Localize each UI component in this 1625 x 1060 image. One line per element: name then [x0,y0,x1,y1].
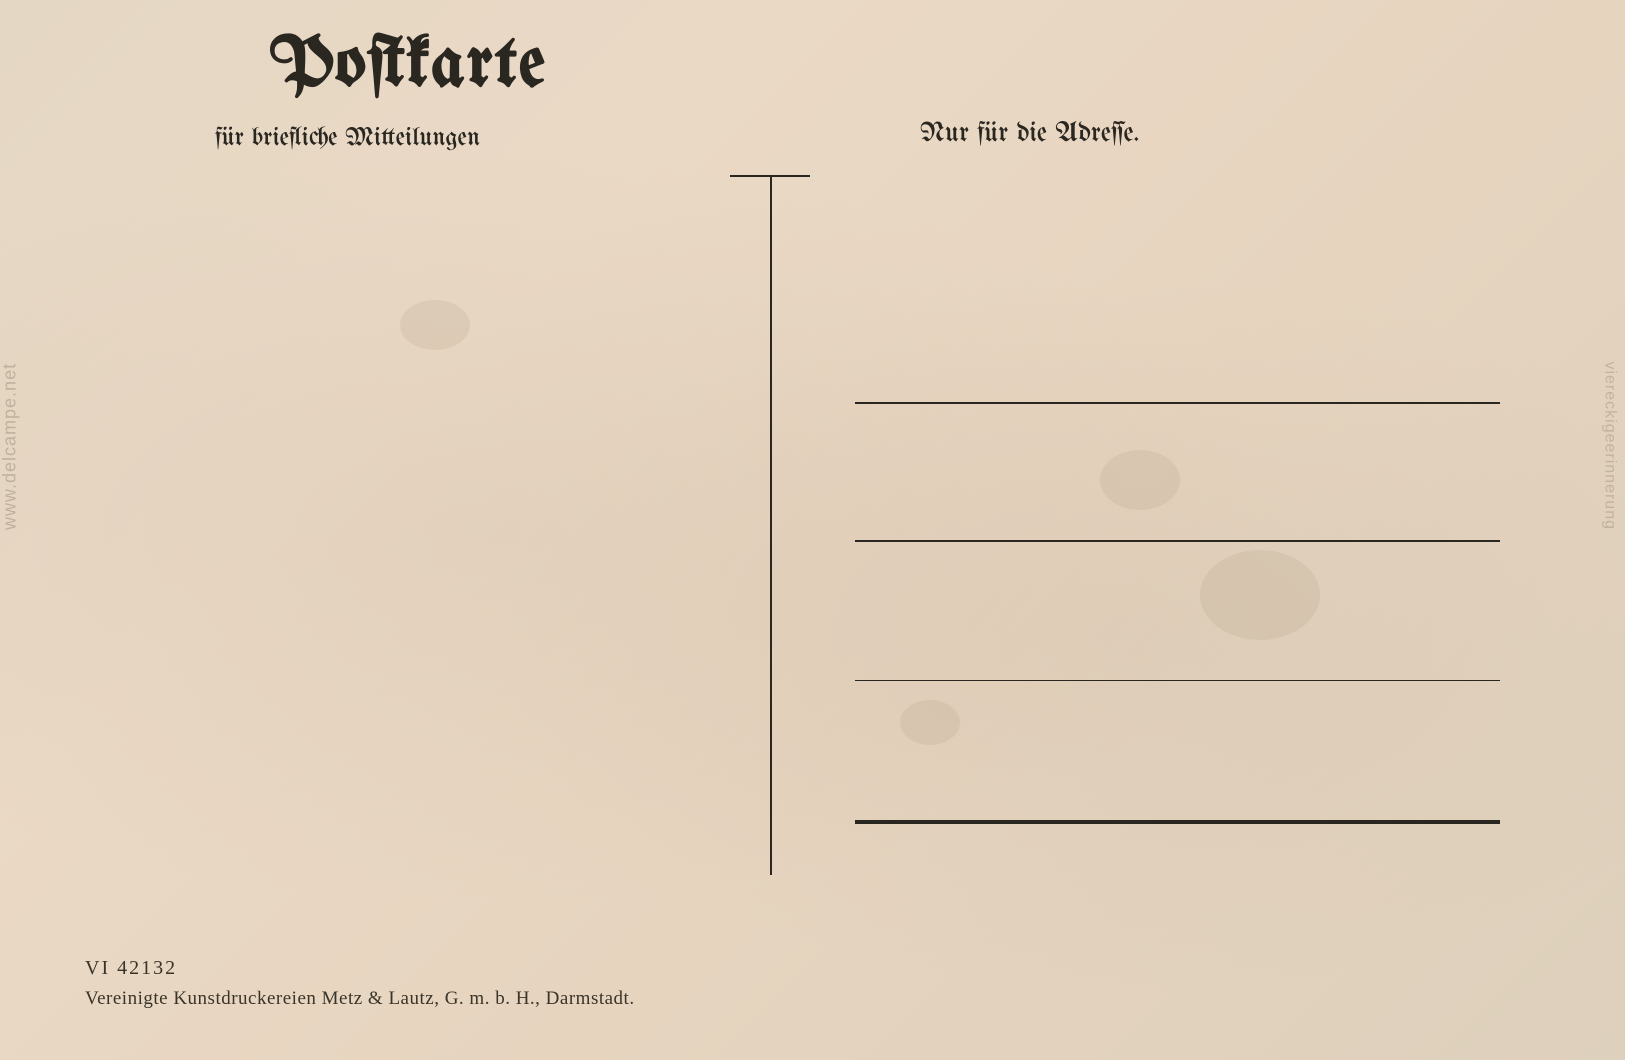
watermark-left: www.delcampe.net [0,363,21,530]
address-line-3 [855,680,1500,681]
message-area-label: für briefliche Mitteilungen [215,125,480,152]
paper-aging-texture [0,0,1625,1060]
center-divider [770,175,772,875]
address-line-2 [855,540,1500,542]
address-line-1 [855,402,1500,404]
address-line-4 [855,820,1500,824]
publisher-credit: Vereinigte Kunstdruckereien Metz & Lautz… [85,988,635,1010]
address-area-label: Nur für die Adreſſe. [920,120,1139,149]
postcard-back: www.delcampe.net viereckigeerinnerung Po… [0,0,1625,1060]
reference-number: VI 42132 [85,957,177,980]
postcard-title: Poſtkarte [270,30,547,104]
watermark-right: viereckigeerinnerung [1601,361,1619,530]
